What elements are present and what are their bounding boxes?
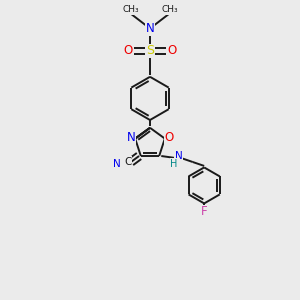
Text: CH₃: CH₃: [122, 5, 139, 14]
Text: F: F: [201, 205, 208, 218]
Text: C: C: [124, 157, 132, 167]
Text: S: S: [146, 44, 154, 58]
Text: N: N: [113, 159, 121, 170]
Text: N: N: [175, 151, 182, 161]
Text: O: O: [167, 44, 176, 58]
Text: CH₃: CH₃: [161, 5, 178, 14]
Text: N: N: [146, 22, 154, 35]
Text: O: O: [124, 44, 133, 58]
Text: H: H: [170, 159, 178, 169]
Text: N: N: [127, 131, 135, 145]
Text: O: O: [164, 131, 174, 145]
